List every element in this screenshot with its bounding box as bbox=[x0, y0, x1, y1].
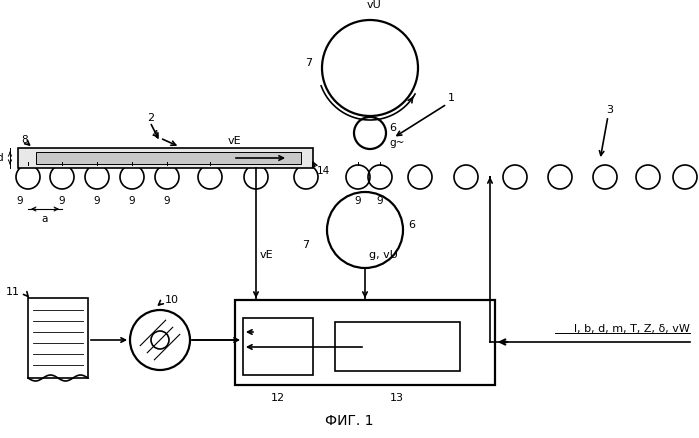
Text: 11: 11 bbox=[6, 287, 20, 297]
Text: d: d bbox=[0, 153, 3, 163]
Text: 3: 3 bbox=[606, 105, 613, 115]
Text: 4: 4 bbox=[152, 130, 159, 140]
Text: 1: 1 bbox=[448, 93, 455, 103]
Text: 6: 6 bbox=[389, 123, 396, 133]
Text: a: a bbox=[42, 214, 48, 224]
Text: 10: 10 bbox=[165, 295, 179, 305]
Text: 7: 7 bbox=[302, 240, 309, 250]
Text: 9: 9 bbox=[129, 196, 136, 206]
Text: 9: 9 bbox=[164, 196, 171, 206]
Text: 9: 9 bbox=[94, 196, 101, 206]
Text: 9: 9 bbox=[17, 196, 23, 206]
Text: ФИГ. 1: ФИГ. 1 bbox=[325, 414, 373, 428]
Text: 2: 2 bbox=[147, 113, 154, 123]
Text: 8: 8 bbox=[21, 135, 28, 145]
Text: 12: 12 bbox=[271, 393, 285, 403]
Bar bbox=[243, 318, 313, 375]
Text: vE: vE bbox=[260, 250, 273, 260]
Text: vE: vE bbox=[228, 136, 242, 146]
Text: 6: 6 bbox=[408, 220, 415, 230]
Text: 9: 9 bbox=[59, 196, 65, 206]
Text: 14: 14 bbox=[317, 166, 330, 176]
Text: 7: 7 bbox=[305, 58, 312, 68]
Bar bbox=[235, 300, 495, 385]
Bar bbox=[28, 298, 88, 378]
Text: g, vU: g, vU bbox=[369, 250, 398, 260]
Text: vU: vU bbox=[366, 0, 382, 10]
Bar bbox=[18, 148, 313, 168]
Text: g~: g~ bbox=[389, 138, 405, 148]
Text: 13: 13 bbox=[390, 393, 404, 403]
Bar bbox=[36, 152, 301, 164]
Text: 9: 9 bbox=[354, 196, 361, 206]
Text: l, b, d, m, T, Z, δ, vW: l, b, d, m, T, Z, δ, vW bbox=[574, 324, 690, 334]
Text: 9: 9 bbox=[377, 196, 383, 206]
Bar bbox=[335, 322, 460, 371]
